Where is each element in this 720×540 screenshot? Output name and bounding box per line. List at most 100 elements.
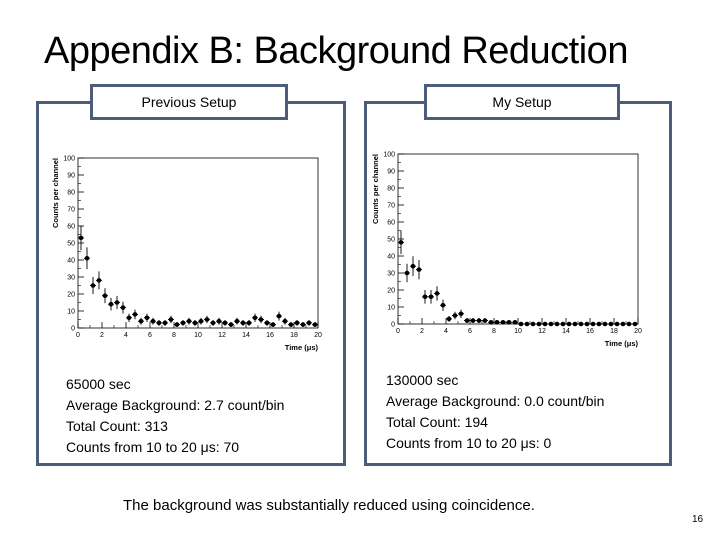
data-point xyxy=(602,321,608,327)
previous-setup-label: Previous Setup xyxy=(90,84,288,120)
x-tick-label: 6 xyxy=(148,332,152,339)
x-tick-label: 14 xyxy=(242,332,250,339)
data-point xyxy=(422,294,428,300)
data-point xyxy=(596,321,602,327)
data-point xyxy=(216,318,222,324)
data-point xyxy=(476,318,482,323)
y-tick-label: 20 xyxy=(387,288,395,295)
y-tick-label: 70 xyxy=(387,203,395,210)
y-tick-label: 80 xyxy=(67,190,75,197)
previous-setup-chart: 0 10 20 30 40 50 60 70 80 90 100 0 2 4 6 8 10 12 14 16 18 20 T… xyxy=(51,156,322,353)
previous-counts-10-20: Counts from 10 to 20 μs: 70 xyxy=(66,439,240,455)
data-point xyxy=(78,235,84,241)
x-tick-label: 14 xyxy=(562,328,570,335)
data-point xyxy=(608,321,614,327)
data-point xyxy=(102,293,108,298)
data-point xyxy=(470,318,476,323)
y-tick-label: 40 xyxy=(67,258,75,265)
my-setup-panel xyxy=(364,101,672,466)
my-duration: 130000 sec xyxy=(386,372,459,388)
y-tick-label: 20 xyxy=(67,292,75,299)
data-point xyxy=(144,315,150,321)
x-tick-label: 10 xyxy=(514,328,522,335)
y-tick-label: 30 xyxy=(387,271,395,278)
y-axis-label: Counts per channel xyxy=(371,154,380,224)
page-number: 16 xyxy=(692,514,704,525)
data-point xyxy=(132,312,138,317)
x-axis-label: Time (μs) xyxy=(285,343,319,352)
y-tick-label: 70 xyxy=(67,207,75,214)
data-point xyxy=(108,301,114,307)
x-tick-label: 18 xyxy=(610,328,618,335)
previous-setup-panel xyxy=(36,101,346,466)
data-point xyxy=(494,320,500,325)
data-point xyxy=(434,291,440,296)
data-point xyxy=(288,322,294,327)
data-point xyxy=(210,320,216,326)
y-tick-label: 50 xyxy=(387,237,395,244)
data-point xyxy=(416,267,422,272)
data-point xyxy=(114,300,120,305)
y-tick-label: 40 xyxy=(387,254,395,261)
y-tick-label: 90 xyxy=(67,173,75,180)
x-tick-label: 4 xyxy=(444,328,448,335)
data-point xyxy=(300,322,306,327)
previous-average-background: Average Background: 2.7 count/bin xyxy=(66,397,285,413)
data-point xyxy=(198,318,204,324)
data-point xyxy=(566,321,572,327)
previous-setup-stats: 65000 sec Average Background: 2.7 count/… xyxy=(66,374,284,458)
data-point xyxy=(506,320,512,325)
data-point xyxy=(168,317,174,322)
data-point xyxy=(246,320,252,326)
x-tick-label: 2 xyxy=(420,328,424,335)
x-tick-label: 12 xyxy=(538,328,546,335)
data-point xyxy=(204,317,210,322)
data-point xyxy=(536,321,542,327)
data-point xyxy=(578,321,584,327)
data-point xyxy=(626,321,632,327)
my-total-count: Total Count: 194 xyxy=(386,414,488,430)
my-average-background: Average Background: 0.0 count/bin xyxy=(386,393,605,409)
my-counts-10-20: Counts from 10 to 20 μs: 0 xyxy=(386,435,552,451)
my-setup-label: My Setup xyxy=(424,84,620,120)
data-point xyxy=(512,320,518,325)
data-point xyxy=(150,318,156,324)
data-point xyxy=(156,320,162,326)
y-tick-label: 60 xyxy=(67,224,75,231)
data-point xyxy=(126,315,132,321)
data-point xyxy=(252,315,258,321)
data-point xyxy=(530,321,536,327)
data-point xyxy=(84,256,90,261)
data-point xyxy=(464,318,470,323)
data-point xyxy=(560,321,566,327)
my-setup-stats: 130000 sec Average Background: 0.0 count… xyxy=(386,370,604,454)
data-point xyxy=(180,320,186,326)
y-tick-label: 0 xyxy=(391,322,395,329)
data-point xyxy=(162,320,168,326)
x-tick-label: 2 xyxy=(100,332,104,339)
data-point xyxy=(446,316,452,322)
data-point xyxy=(264,320,270,326)
slide-title: Appendix B: Background Reduction xyxy=(44,30,628,72)
plot-frame xyxy=(397,153,639,325)
x-tick-label: 0 xyxy=(76,332,80,339)
data-point xyxy=(222,320,228,326)
data-point xyxy=(482,318,488,323)
data-point xyxy=(228,322,234,327)
data-point xyxy=(542,321,548,327)
data-point xyxy=(458,311,464,317)
y-tick-label: 100 xyxy=(63,156,75,163)
y-axis-label: Counts per channel xyxy=(51,158,60,228)
y-tick-label: 0 xyxy=(71,326,75,333)
data-point xyxy=(518,321,524,327)
x-tick-label: 6 xyxy=(468,328,472,335)
data-point xyxy=(234,318,240,324)
x-tick-label: 20 xyxy=(634,328,642,335)
data-point xyxy=(306,320,312,326)
x-tick-label: 16 xyxy=(266,332,274,339)
y-tick-label: 80 xyxy=(387,186,395,193)
previous-duration: 65000 sec xyxy=(66,376,131,392)
data-point xyxy=(258,317,264,322)
data-point xyxy=(294,320,300,326)
x-tick-label: 18 xyxy=(290,332,298,339)
